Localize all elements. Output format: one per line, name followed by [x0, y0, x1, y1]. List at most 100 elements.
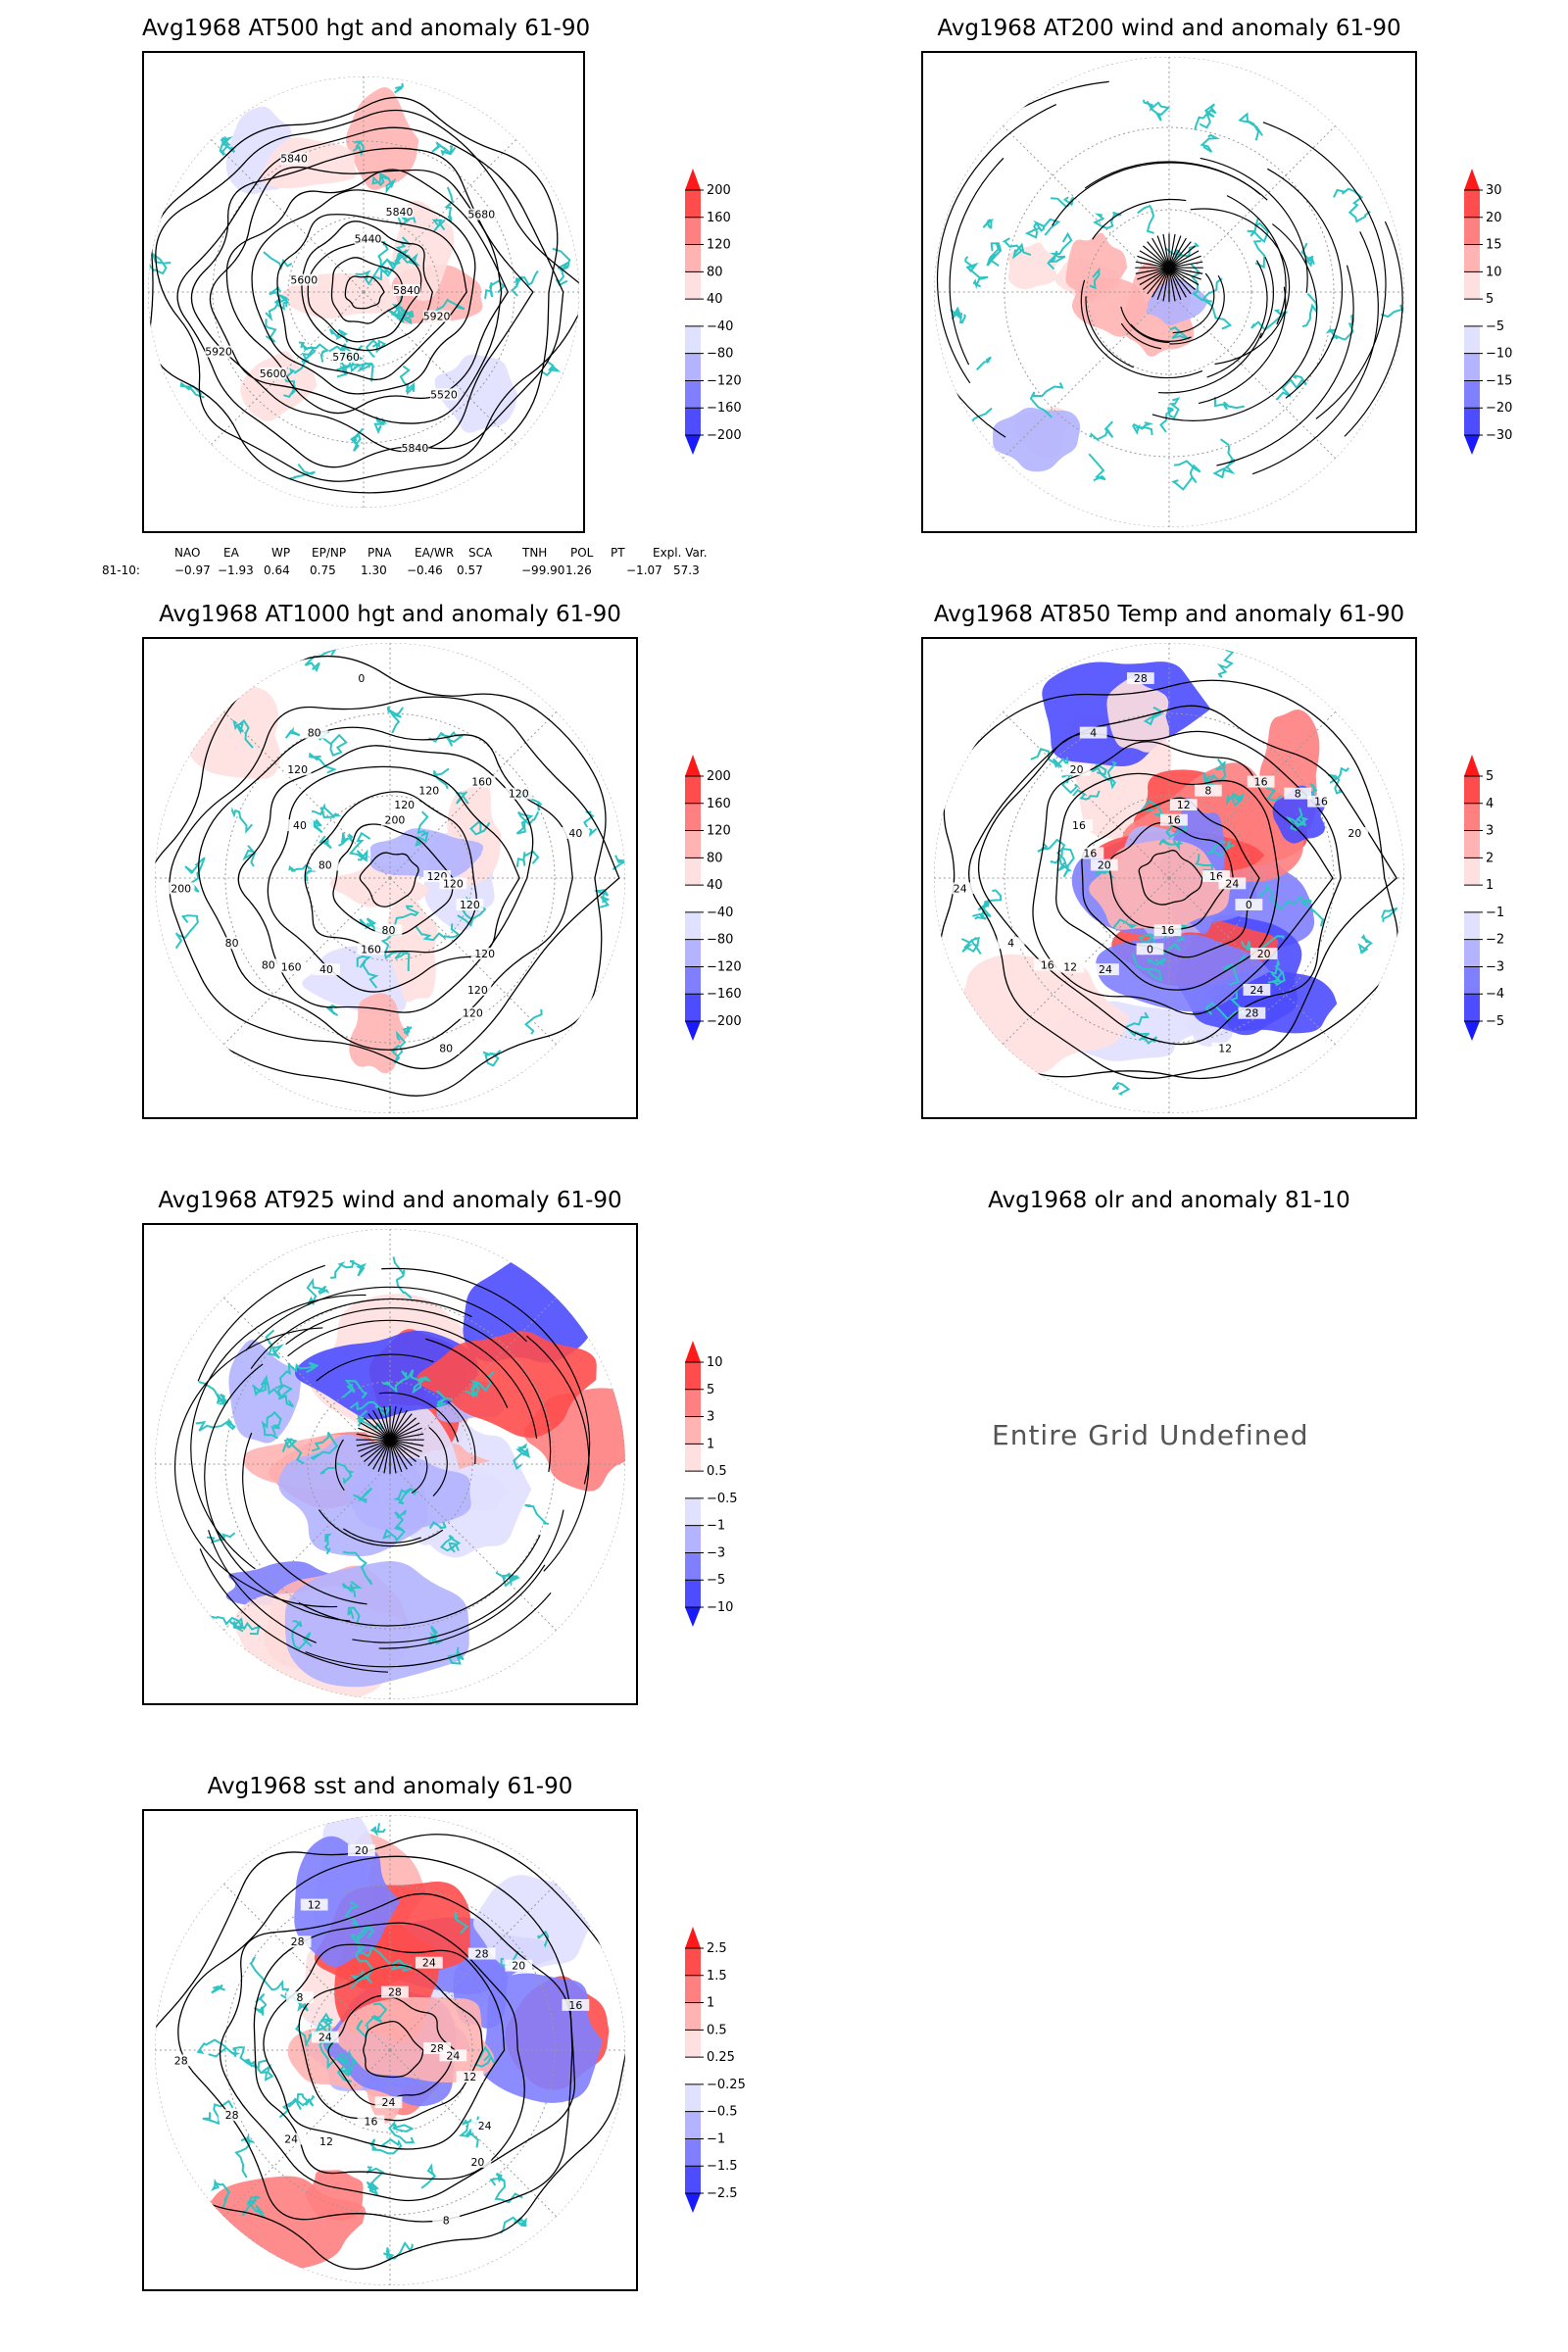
contour-label-bg: [357, 2115, 385, 2128]
contour-label-bg: [467, 208, 496, 220]
streamline: [305, 1592, 552, 1668]
contour-label: 5840: [393, 284, 420, 297]
colorbar-segment: [685, 299, 701, 326]
polar-convergence: [377, 1439, 391, 1473]
colorbar-wind200: 30 20 15 10 5 −5 −10 −15 −20 −30: [1460, 169, 1529, 455]
latlon-grid: [154, 642, 626, 1114]
polar-convergence: [1147, 267, 1170, 295]
anomaly-patch: [369, 828, 484, 881]
contour-label-bg: [456, 899, 484, 910]
contour-label: 20: [1098, 859, 1111, 872]
map-canvas-wind925: [154, 1228, 626, 1700]
index-value: 1.30: [361, 564, 387, 577]
colorbar-segment: [685, 1497, 701, 1526]
polar-convergence: [1168, 268, 1176, 302]
streamline: [287, 1319, 538, 1439]
coastline: [524, 1503, 549, 1525]
coastline: [281, 1438, 305, 1465]
anomaly-patch: [305, 2170, 364, 2222]
colorbar-label: 5: [707, 1383, 714, 1397]
polar-convergence: [389, 1439, 413, 1467]
contour-label-bg: [259, 367, 287, 379]
coastline: [444, 186, 454, 222]
colorbar-label: −10: [707, 1600, 733, 1615]
coastline: [433, 767, 450, 790]
coastline: [366, 2166, 385, 2196]
coastline: [289, 464, 316, 480]
anomaly-patch: [416, 1331, 597, 1439]
coastline: [1137, 204, 1155, 234]
streamline: [1216, 265, 1354, 466]
contour-label: 28: [291, 1936, 305, 1948]
meridian: [1168, 124, 1337, 293]
coastline: [1112, 918, 1138, 929]
colorbar-hgt1000: 200 160 120 80 40 −40 −80 −120 −160 −200: [681, 755, 750, 1041]
index-value: 1.26: [565, 564, 592, 577]
coastline: [1204, 989, 1247, 1021]
colorbar-segment: [1464, 353, 1480, 381]
latitude-circle: [287, 216, 440, 368]
contour-label-bg: [470, 948, 499, 959]
streamline: [1251, 231, 1379, 475]
coastline: [348, 831, 371, 862]
coastline: [469, 819, 491, 836]
contour-label-bg: [1284, 787, 1312, 800]
colorbar-label: −200: [707, 428, 742, 443]
contour-layer: [154, 1834, 626, 2271]
contour-label: 80: [262, 958, 275, 971]
contour-line: [1055, 772, 1280, 991]
colorbar-segment: [685, 2002, 701, 2031]
contour-label-bg: [1341, 826, 1369, 839]
coastline: [1051, 196, 1074, 208]
coastline: [366, 339, 387, 358]
coastline: [353, 1487, 373, 1503]
coastline: [350, 1969, 373, 1984]
contour-label: 5520: [430, 388, 458, 401]
colorbar-segment: [685, 994, 701, 1021]
contour-label-bg: [1065, 819, 1093, 832]
coastline: [1147, 956, 1166, 966]
polar-convergence: [1168, 267, 1203, 274]
contour-label: 20: [1070, 763, 1084, 776]
coastline: [386, 706, 404, 734]
contour-label-bg: [218, 937, 246, 950]
colorbar-label: −160: [707, 401, 742, 416]
coastline: [986, 242, 1003, 267]
polar-convergence: [1162, 233, 1170, 269]
colorbar-label: −0.25: [707, 2078, 746, 2092]
contour-label: 80: [382, 924, 396, 937]
polar-convergence: [389, 1427, 422, 1441]
coastline: [1029, 382, 1064, 418]
colorbar-svg: 30 20 15 10 5 −5 −10 −15 −20 −30: [1464, 169, 1512, 455]
index-value: 0.64: [264, 564, 290, 577]
coastline: [427, 1625, 443, 1645]
coastline: [972, 912, 987, 920]
contour-label-bg: [1194, 784, 1222, 797]
polar-disc: 5840 5600 5440 5520 5600 5680 5760 5840 5920 5920…: [147, 75, 580, 509]
streamline: [285, 1307, 552, 1473]
coastline: [202, 2099, 234, 2126]
colorbar-label: 5: [1486, 769, 1494, 784]
streamline: [1198, 286, 1287, 405]
coastline: [350, 1926, 374, 1989]
anomaly-patch: [479, 1973, 603, 2103]
contour-label: 20: [1348, 827, 1361, 840]
colorbar-segment: [685, 217, 701, 245]
colorbar-arrow-bottom: [685, 435, 701, 455]
coastline: [336, 2050, 359, 2082]
contour-label: 20: [355, 1844, 368, 1857]
colorbar-segment: [685, 353, 701, 381]
anomaly-patch: [284, 1561, 469, 1688]
coastline: [1060, 772, 1079, 795]
latitude-circle: [307, 1967, 473, 2133]
contour-label: 8: [297, 1991, 304, 2004]
meridian: [389, 2049, 558, 2218]
colorbar-segment: [685, 244, 701, 272]
polar-convergence: [1168, 267, 1201, 280]
colorbar-hgt500: 200 160 120 80 40 −40 −80 −120 −160 −200: [681, 169, 750, 455]
coastline: [1212, 438, 1236, 479]
coastline: [352, 140, 366, 157]
streamline: [1262, 122, 1387, 419]
colorbar-label: 40: [707, 292, 723, 307]
colorbar-segment: [685, 2057, 701, 2084]
